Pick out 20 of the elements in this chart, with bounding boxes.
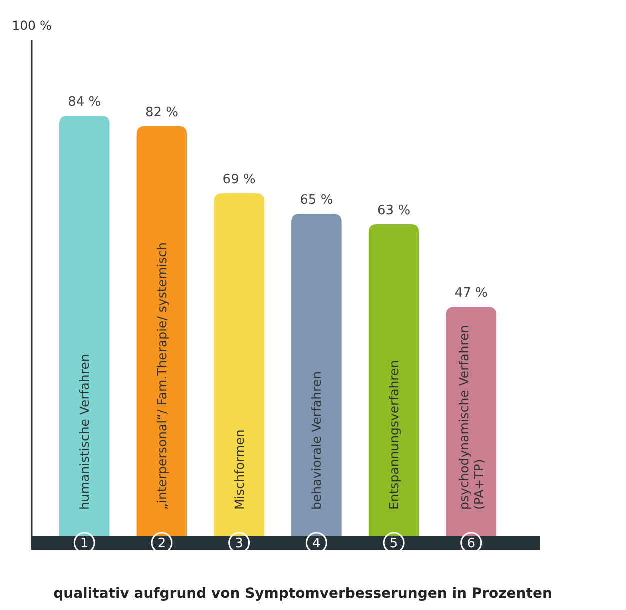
annotation: 4 bbox=[312, 536, 321, 552]
data-label: 84 % bbox=[68, 95, 102, 110]
annotation: 1 bbox=[80, 536, 89, 552]
data-label: 63 % bbox=[378, 204, 411, 218]
data-label: 47 % bbox=[454, 286, 488, 302]
annotation: 3 bbox=[235, 536, 244, 552]
text: qualitativ aufgrund von Symptomverbesserungen in Prozenten bbox=[54, 586, 552, 602]
text: 100 % bbox=[12, 18, 52, 33]
annotation: 5 bbox=[390, 536, 398, 552]
x-tick-label: „interpersonal“/ Fam.Therapie/ systemisch bbox=[154, 242, 170, 510]
x-tick-label: behaviorale Verfahren bbox=[309, 371, 324, 510]
data-label: 82 % bbox=[145, 105, 178, 120]
data-label: 65 % bbox=[300, 193, 334, 208]
data-label: 69 % bbox=[222, 172, 256, 188]
annotation: 6 bbox=[467, 536, 476, 552]
x-tick-label: Mischformen bbox=[232, 430, 247, 510]
x-tick-label: humanistische Verfahren bbox=[77, 354, 92, 510]
x-tick-label: Entspannungsverfahren bbox=[386, 360, 402, 510]
annotation: 2 bbox=[158, 536, 166, 552]
x-tick-label: psychodynamische Verfahren (PA+TP) bbox=[456, 325, 486, 510]
